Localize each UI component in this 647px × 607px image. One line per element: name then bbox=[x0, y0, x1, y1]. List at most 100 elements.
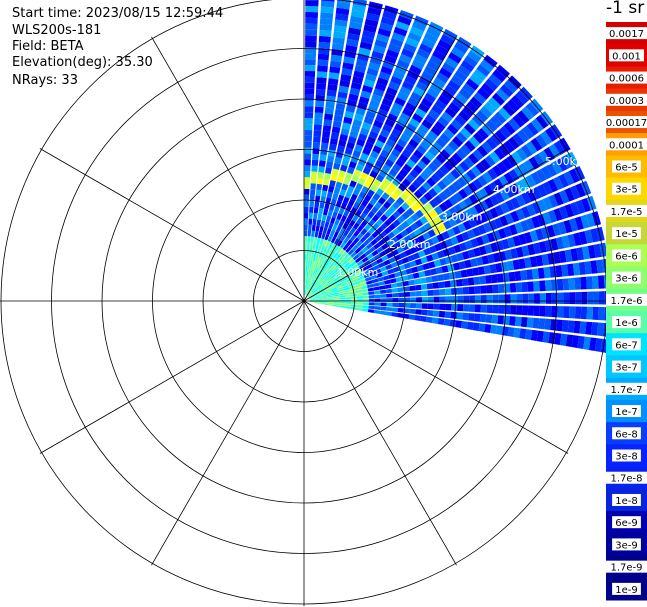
range-gate-cell bbox=[475, 295, 481, 304]
range-gate-cell bbox=[331, 266, 338, 272]
range-gate-cell bbox=[336, 240, 343, 247]
range-gate-cell bbox=[499, 125, 512, 139]
range-gate-cell bbox=[435, 137, 447, 148]
range-gate-cell bbox=[479, 105, 493, 119]
range-gate-cell bbox=[414, 219, 424, 228]
range-gate-cell bbox=[421, 70, 435, 82]
range-gate-cell bbox=[448, 206, 458, 217]
range-gate-cell bbox=[323, 266, 329, 273]
range-gate-cell bbox=[332, 192, 339, 200]
range-gate-cell bbox=[471, 114, 485, 127]
range-gate-cell bbox=[322, 273, 328, 280]
range-gate-cell bbox=[325, 289, 332, 293]
range-gate-cell bbox=[483, 265, 491, 275]
range-gate-cell bbox=[503, 79, 518, 94]
range-gate-cell bbox=[586, 306, 594, 320]
range-gate-cell bbox=[401, 243, 410, 251]
range-gate-cell bbox=[481, 255, 490, 265]
range-gate-cell bbox=[362, 295, 369, 299]
range-gate-cell bbox=[317, 276, 322, 282]
range-gate-cell bbox=[431, 275, 439, 282]
range-gate-cell bbox=[455, 233, 465, 244]
colorbar-label-bg bbox=[612, 249, 641, 262]
range-gate-cell bbox=[396, 59, 410, 70]
range-gate-cell bbox=[321, 214, 327, 222]
range-gate-cell bbox=[548, 194, 559, 208]
range-gate-cell bbox=[343, 209, 350, 217]
range-gate-cell bbox=[463, 55, 478, 68]
range-gate-cell bbox=[330, 54, 343, 62]
range-gate-cell bbox=[489, 207, 499, 219]
colorbar-label-bg bbox=[612, 160, 641, 173]
range-gate-cell bbox=[392, 219, 401, 228]
range-gate-cell bbox=[304, 218, 309, 225]
range-gate-cell bbox=[346, 166, 355, 175]
range-gate-cell bbox=[305, 23, 318, 30]
range-gate-cell bbox=[536, 214, 546, 227]
range-gate-cell bbox=[455, 131, 468, 144]
range-gate-cell bbox=[495, 88, 510, 102]
range-gate-cell bbox=[314, 282, 319, 288]
range-gate-cell bbox=[466, 169, 477, 181]
range-gate-cell bbox=[315, 299, 322, 301]
range-gate-cell bbox=[371, 249, 379, 257]
range-gate-cell bbox=[499, 215, 509, 227]
range-gate-cell bbox=[332, 277, 339, 282]
range-gate-cell bbox=[453, 192, 463, 203]
range-gate-cell bbox=[346, 239, 353, 247]
range-gate-cell bbox=[421, 119, 433, 130]
range-gate-cell bbox=[304, 289, 306, 296]
range-gate-cell bbox=[439, 165, 450, 176]
range-gate-cell bbox=[385, 138, 396, 148]
range-gate-cell bbox=[389, 37, 404, 48]
colorbar-tick-label: 6e-9 bbox=[615, 518, 638, 529]
range-gate-cell bbox=[333, 205, 340, 213]
start-time: Start time: 2023/08/15 12:59:44 bbox=[12, 6, 224, 21]
range-gate-cell bbox=[346, 232, 353, 240]
range-gate-cell bbox=[401, 202, 410, 211]
range-gate-cell bbox=[580, 214, 590, 229]
range-gate-cell bbox=[541, 253, 550, 266]
range-gate-cell bbox=[486, 294, 493, 304]
range-gate-cell bbox=[304, 118, 313, 125]
range-gate-cell bbox=[459, 242, 468, 252]
range-gate-cell bbox=[440, 34, 455, 46]
range-gate-cell bbox=[304, 165, 311, 172]
range-gate-cell bbox=[342, 62, 354, 71]
range-gate-cell bbox=[316, 237, 321, 244]
range-gate-cell bbox=[450, 279, 457, 288]
range-gate-cell bbox=[414, 107, 427, 119]
range-gate-cell bbox=[374, 234, 383, 242]
range-gate-cell bbox=[504, 305, 511, 315]
range-gate-cell bbox=[310, 183, 316, 190]
range-gate-cell bbox=[435, 72, 449, 84]
range-gate-cell bbox=[421, 290, 428, 297]
colorbar-label-bg bbox=[605, 382, 647, 395]
range-gate-cell bbox=[362, 292, 369, 296]
range-gate-cell bbox=[377, 134, 388, 144]
range-gate-cell bbox=[492, 164, 503, 177]
range-gate-cell bbox=[483, 101, 497, 114]
range-gate-cell bbox=[410, 91, 423, 102]
range-gate-cell bbox=[350, 9, 365, 19]
range-gate-cell bbox=[521, 305, 529, 316]
range-gate-cell bbox=[496, 161, 508, 174]
range-gate-cell bbox=[406, 70, 420, 81]
range-gate-cell bbox=[355, 196, 364, 204]
range-gate-cell bbox=[340, 215, 347, 223]
range-gate-cell bbox=[431, 317, 439, 324]
range-gate-cell bbox=[322, 227, 328, 234]
range-gate-cell bbox=[561, 154, 574, 169]
range-gate-cell bbox=[463, 295, 470, 303]
range-gate-cell bbox=[427, 303, 434, 310]
range-gate-cell bbox=[504, 186, 515, 198]
range-gate-cell bbox=[304, 88, 315, 95]
range-gate-cell bbox=[349, 241, 356, 249]
range-gate-cell bbox=[502, 272, 510, 283]
range-gate-cell bbox=[345, 301, 352, 305]
colorbar-label-bg bbox=[612, 316, 641, 329]
range-gate-cell bbox=[530, 137, 543, 152]
range-gate-cell bbox=[320, 148, 328, 156]
range-gate-cell bbox=[314, 292, 320, 296]
range-gate-cell bbox=[516, 110, 530, 124]
